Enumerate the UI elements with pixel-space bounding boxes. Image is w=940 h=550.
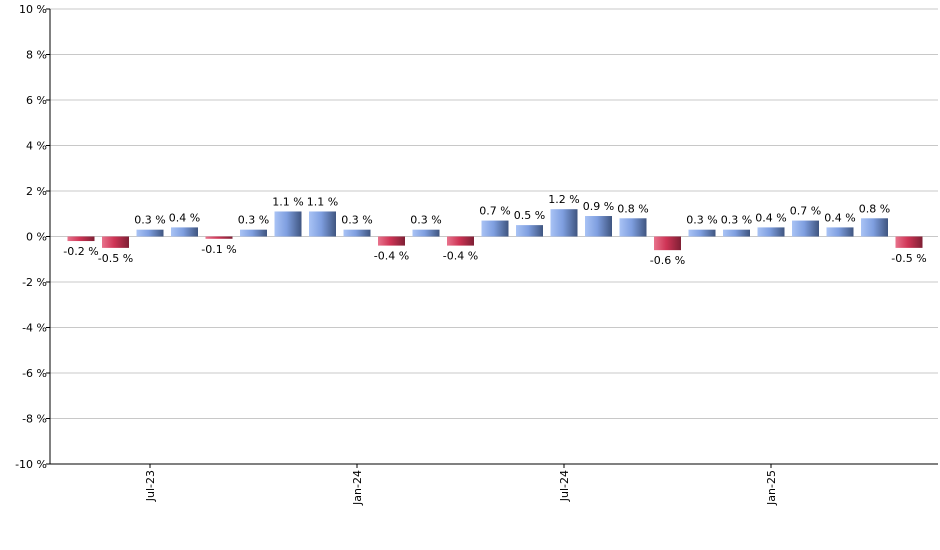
bar-value-label: 0.4 % (755, 211, 786, 224)
bar (309, 211, 336, 237)
bar (67, 236, 95, 242)
bar (274, 211, 302, 237)
bar (412, 229, 440, 237)
bar-value-label: -0.5 % (98, 252, 133, 265)
y-tick-label: 10 % (19, 3, 47, 16)
bar-value-label: 0.3 % (238, 214, 269, 227)
bar (585, 216, 612, 237)
y-tick-label: -4 % (22, 322, 47, 335)
y-tick-label: -2 % (22, 276, 47, 289)
bar-value-label: 0.9 % (583, 200, 614, 213)
bar (826, 227, 854, 237)
bar-value-label: -0.1 % (201, 243, 236, 256)
bar (516, 225, 543, 237)
bar (205, 236, 233, 239)
bar (378, 236, 405, 246)
y-tick-label: -8 % (22, 413, 47, 426)
bar-value-label: 0.8 % (617, 202, 648, 215)
bar-value-label: 0.4 % (824, 211, 855, 224)
x-tick-label: Jul-23 (144, 470, 157, 502)
bar (171, 227, 198, 237)
bar (723, 229, 750, 237)
x-tick-label: Jul-24 (558, 470, 571, 502)
bar (240, 229, 267, 237)
bar-value-label: 1.1 % (272, 195, 303, 208)
x-tick-label: Jan-24 (351, 470, 364, 506)
bar (757, 227, 785, 237)
y-tick-label: 8 % (26, 49, 47, 62)
bar (102, 236, 129, 248)
bar (343, 229, 371, 237)
bar-value-label: 0.5 % (514, 209, 545, 222)
bars (67, 209, 923, 251)
y-tick-label: 4 % (26, 140, 47, 153)
bar (136, 229, 164, 237)
x-tick-label: Jan-25 (765, 470, 778, 506)
axes: 10 % 8 % 6 % 4 % 2 % 0 % -2 % -4 % -6 % -8 % -10 %… (15, 3, 938, 506)
bar-value-label: 0.7 % (790, 205, 821, 218)
bar (550, 209, 578, 237)
y-tick-label: -6 % (22, 367, 47, 380)
bar (481, 220, 509, 237)
bar-value-label: 0.8 % (859, 202, 890, 215)
bar (688, 229, 716, 237)
bar-value-label: 0.3 % (721, 214, 752, 227)
bar-value-label: -0.6 % (650, 254, 685, 267)
data-labels: -0.2 %-0.5 %0.3 % 0.4 %-0.1 %0.3 %1.1 % 1.… (63, 193, 926, 267)
y-tick-label: 0 % (26, 231, 47, 244)
bar-value-label: 0.7 % (479, 205, 510, 218)
bar (447, 236, 474, 246)
bar-value-label: 1.1 % (307, 195, 338, 208)
bar (792, 220, 819, 237)
bar-value-label: -0.4 % (443, 250, 478, 263)
bar (861, 218, 888, 237)
bar (654, 236, 681, 251)
bar-value-label: 0.3 % (686, 214, 717, 227)
bar (895, 236, 923, 248)
bar-value-label: 0.3 % (134, 214, 165, 227)
bar-value-label: -0.4 % (374, 250, 409, 263)
y-tick-label: -10 % (15, 458, 47, 471)
bar-value-label: -0.5 % (891, 252, 926, 265)
bar (619, 218, 647, 237)
bar-value-label: 1.2 % (548, 193, 579, 206)
bar-value-label: 0.3 % (341, 214, 372, 227)
y-tick-label: 6 % (26, 94, 47, 107)
bar-value-label: -0.2 % (63, 245, 98, 258)
bar-value-label: 0.4 % (169, 211, 200, 224)
bar-value-label: 0.3 % (410, 214, 441, 227)
y-tick-label: 2 % (26, 185, 47, 198)
